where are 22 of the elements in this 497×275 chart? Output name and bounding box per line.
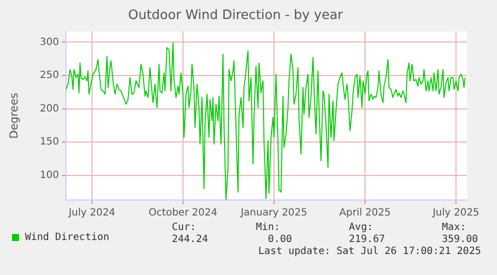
- text: 0.00: [268, 234, 292, 245]
- legend-label: Wind Direction: [24, 232, 110, 243]
- chart-title: Outdoor Wind Direction - by year: [128, 8, 344, 24]
- x-tick-label: July 2025: [432, 208, 480, 219]
- x-tick-label: July 2024: [68, 208, 116, 219]
- y-tick-label: 200: [40, 103, 59, 114]
- x-tick-label: April 2025: [339, 208, 391, 219]
- text: Avg:: [348, 222, 373, 233]
- text: Max:: [442, 222, 466, 233]
- y-tick-label: 100: [40, 170, 59, 181]
- x-tick-label: January 2025: [240, 208, 308, 219]
- text: Last update: Sat Jul 26 17:00:21 2025: [258, 246, 481, 257]
- x-tick-label: October 2024: [148, 208, 218, 219]
- text: 219.67: [348, 234, 385, 245]
- y-tick-label: 150: [40, 136, 59, 148]
- y-tick-label: 300: [40, 36, 59, 48]
- text: Cur:: [172, 222, 196, 233]
- text: 244.24: [172, 234, 208, 245]
- y-axis-title: Degrees: [7, 92, 20, 139]
- text: Min:: [256, 222, 280, 233]
- y-tick-label: 250: [40, 70, 59, 82]
- text: 359.00: [442, 234, 478, 245]
